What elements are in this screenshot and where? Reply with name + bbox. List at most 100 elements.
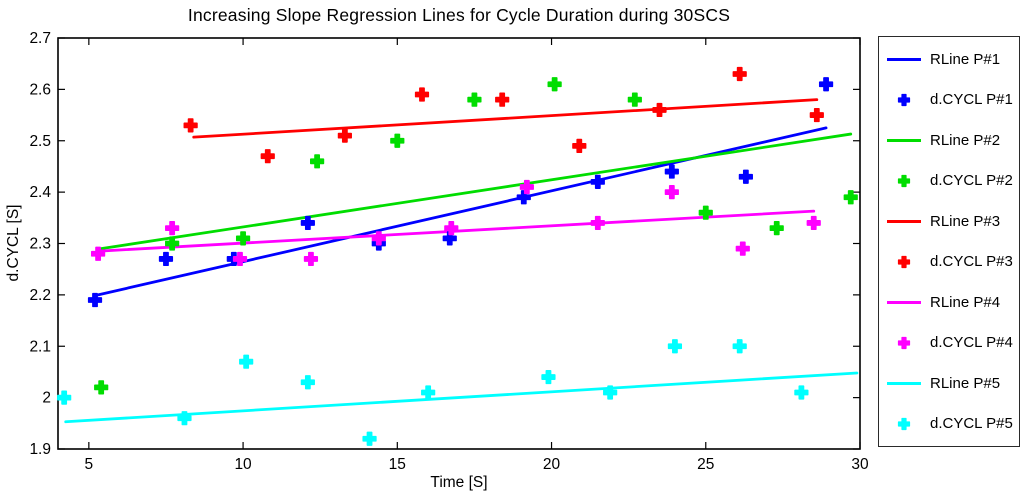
legend-marker-icon [887, 172, 921, 190]
legend-line-sample [887, 57, 921, 61]
data-point-p3 [260, 149, 275, 164]
data-point-p3 [183, 118, 198, 133]
regression-line-3 [192, 98, 819, 139]
legend-line-swatch [887, 300, 921, 304]
legend-entry: RLine P#1 [887, 39, 1019, 79]
data-point-p4 [735, 241, 750, 256]
legend-entry: d.CYCL P#2 [887, 161, 1019, 201]
legend-marker-icon [887, 91, 921, 109]
legend-label: RLine P#2 [930, 131, 1001, 149]
data-point-p3 [414, 87, 430, 102]
data-point-p2 [843, 190, 858, 205]
data-point-p1 [442, 231, 457, 246]
legend-line-swatch [887, 381, 921, 385]
legend-marker-icon [887, 334, 921, 352]
legend-label: RLine P#4 [930, 293, 1001, 311]
data-point-p5 [603, 385, 618, 400]
legend-entry: RLine P#2 [887, 120, 1019, 160]
data-point-p4 [91, 246, 106, 261]
legend-entry: d.CYCL P#5 [887, 404, 1019, 444]
chart-title: Increasing Slope Regression Lines for Cy… [187, 5, 731, 25]
data-point-p5 [732, 339, 747, 354]
legend: RLine P#1 d.CYCL P#1 RLine P#2 d.CYCL P#2 RL… [878, 36, 1020, 447]
legend-marker-glyph [897, 336, 911, 349]
data-point-p3 [732, 66, 747, 82]
data-point-p5 [421, 385, 436, 400]
data-point-p4 [165, 220, 180, 236]
data-point-p2 [310, 154, 325, 169]
y-tick-label: 2.3 [29, 236, 51, 253]
y-tick-label: 2 [42, 390, 51, 407]
data-point-p4 [444, 220, 459, 236]
legend-line-sample [887, 219, 921, 223]
legend-entry: d.CYCL P#4 [887, 323, 1019, 363]
x-tick-label: 30 [851, 456, 869, 473]
regression-line-1 [96, 126, 828, 297]
x-tick-label: 15 [389, 456, 406, 473]
legend-marker-glyph [897, 174, 911, 187]
data-point-p2 [390, 133, 405, 148]
data-point-p5 [667, 339, 683, 354]
data-point-p4 [232, 251, 248, 267]
data-point-p5 [794, 385, 809, 400]
y-tick-label: 2.6 [29, 81, 51, 98]
data-point-p2 [769, 220, 784, 236]
data-point-p4 [371, 231, 386, 246]
legend-label: RLine P#3 [930, 212, 1001, 230]
data-point-p2 [94, 380, 109, 395]
data-point-p1 [87, 292, 103, 308]
data-point-p2 [698, 205, 713, 220]
data-point-p1 [516, 190, 531, 205]
y-tick-label: 2.5 [29, 133, 51, 150]
legend-line-sample [887, 300, 921, 304]
y-tick-label: 1.9 [29, 441, 51, 458]
legend-entry: RLine P#5 [887, 363, 1019, 403]
data-point-p5 [362, 431, 377, 446]
x-axis-label: Time [S] [430, 474, 488, 491]
data-point-p2 [467, 92, 482, 107]
data-point-p5 [239, 354, 254, 369]
data-point-p2 [235, 231, 251, 246]
legend-label: d.CYCL P#5 [930, 415, 1013, 433]
legend-label: d.CYCL P#4 [930, 334, 1013, 352]
data-point-p1 [300, 215, 315, 231]
data-point-p5 [177, 411, 192, 426]
data-point-p3 [495, 92, 510, 107]
legend-label: d.CYCL P#3 [930, 253, 1013, 271]
legend-label: RLine P#5 [930, 374, 1001, 392]
legend-entry: RLine P#4 [887, 282, 1019, 322]
data-point-p1 [818, 77, 834, 92]
data-point-p3 [572, 138, 587, 153]
data-point-p2 [547, 77, 562, 92]
regression-line-4 [96, 209, 816, 253]
legend-line-swatch [887, 57, 921, 61]
data-point-p4 [519, 179, 534, 195]
legend-line-swatch [887, 138, 921, 142]
x-tick-label: 5 [85, 456, 94, 473]
data-point-p3 [809, 107, 824, 123]
y-tick-label: 2.2 [29, 287, 51, 304]
data-point-p5 [57, 390, 72, 405]
regression-line-5 [64, 371, 859, 424]
data-point-p4 [664, 185, 679, 200]
legend-marker-glyph [897, 255, 911, 268]
legend-label: d.CYCL P#2 [930, 172, 1013, 190]
data-point-p1 [738, 169, 753, 184]
y-tick-label: 2.1 [29, 338, 51, 355]
data-point-p4 [303, 251, 319, 267]
legend-line-swatch [887, 219, 921, 223]
legend-marker-glyph [897, 417, 911, 430]
legend-label: RLine P#1 [930, 50, 1001, 68]
legend-line-sample [887, 381, 921, 385]
y-tick-label: 2.4 [29, 184, 51, 201]
data-point-p3 [652, 102, 667, 118]
x-tick-label: 20 [543, 456, 561, 473]
legend-marker-icon [887, 253, 921, 271]
data-point-p3 [337, 128, 352, 143]
data-point-p1 [590, 174, 605, 189]
data-point-p2 [165, 236, 180, 251]
legend-entry: RLine P#3 [887, 201, 1019, 241]
data-point-p2 [627, 92, 642, 107]
